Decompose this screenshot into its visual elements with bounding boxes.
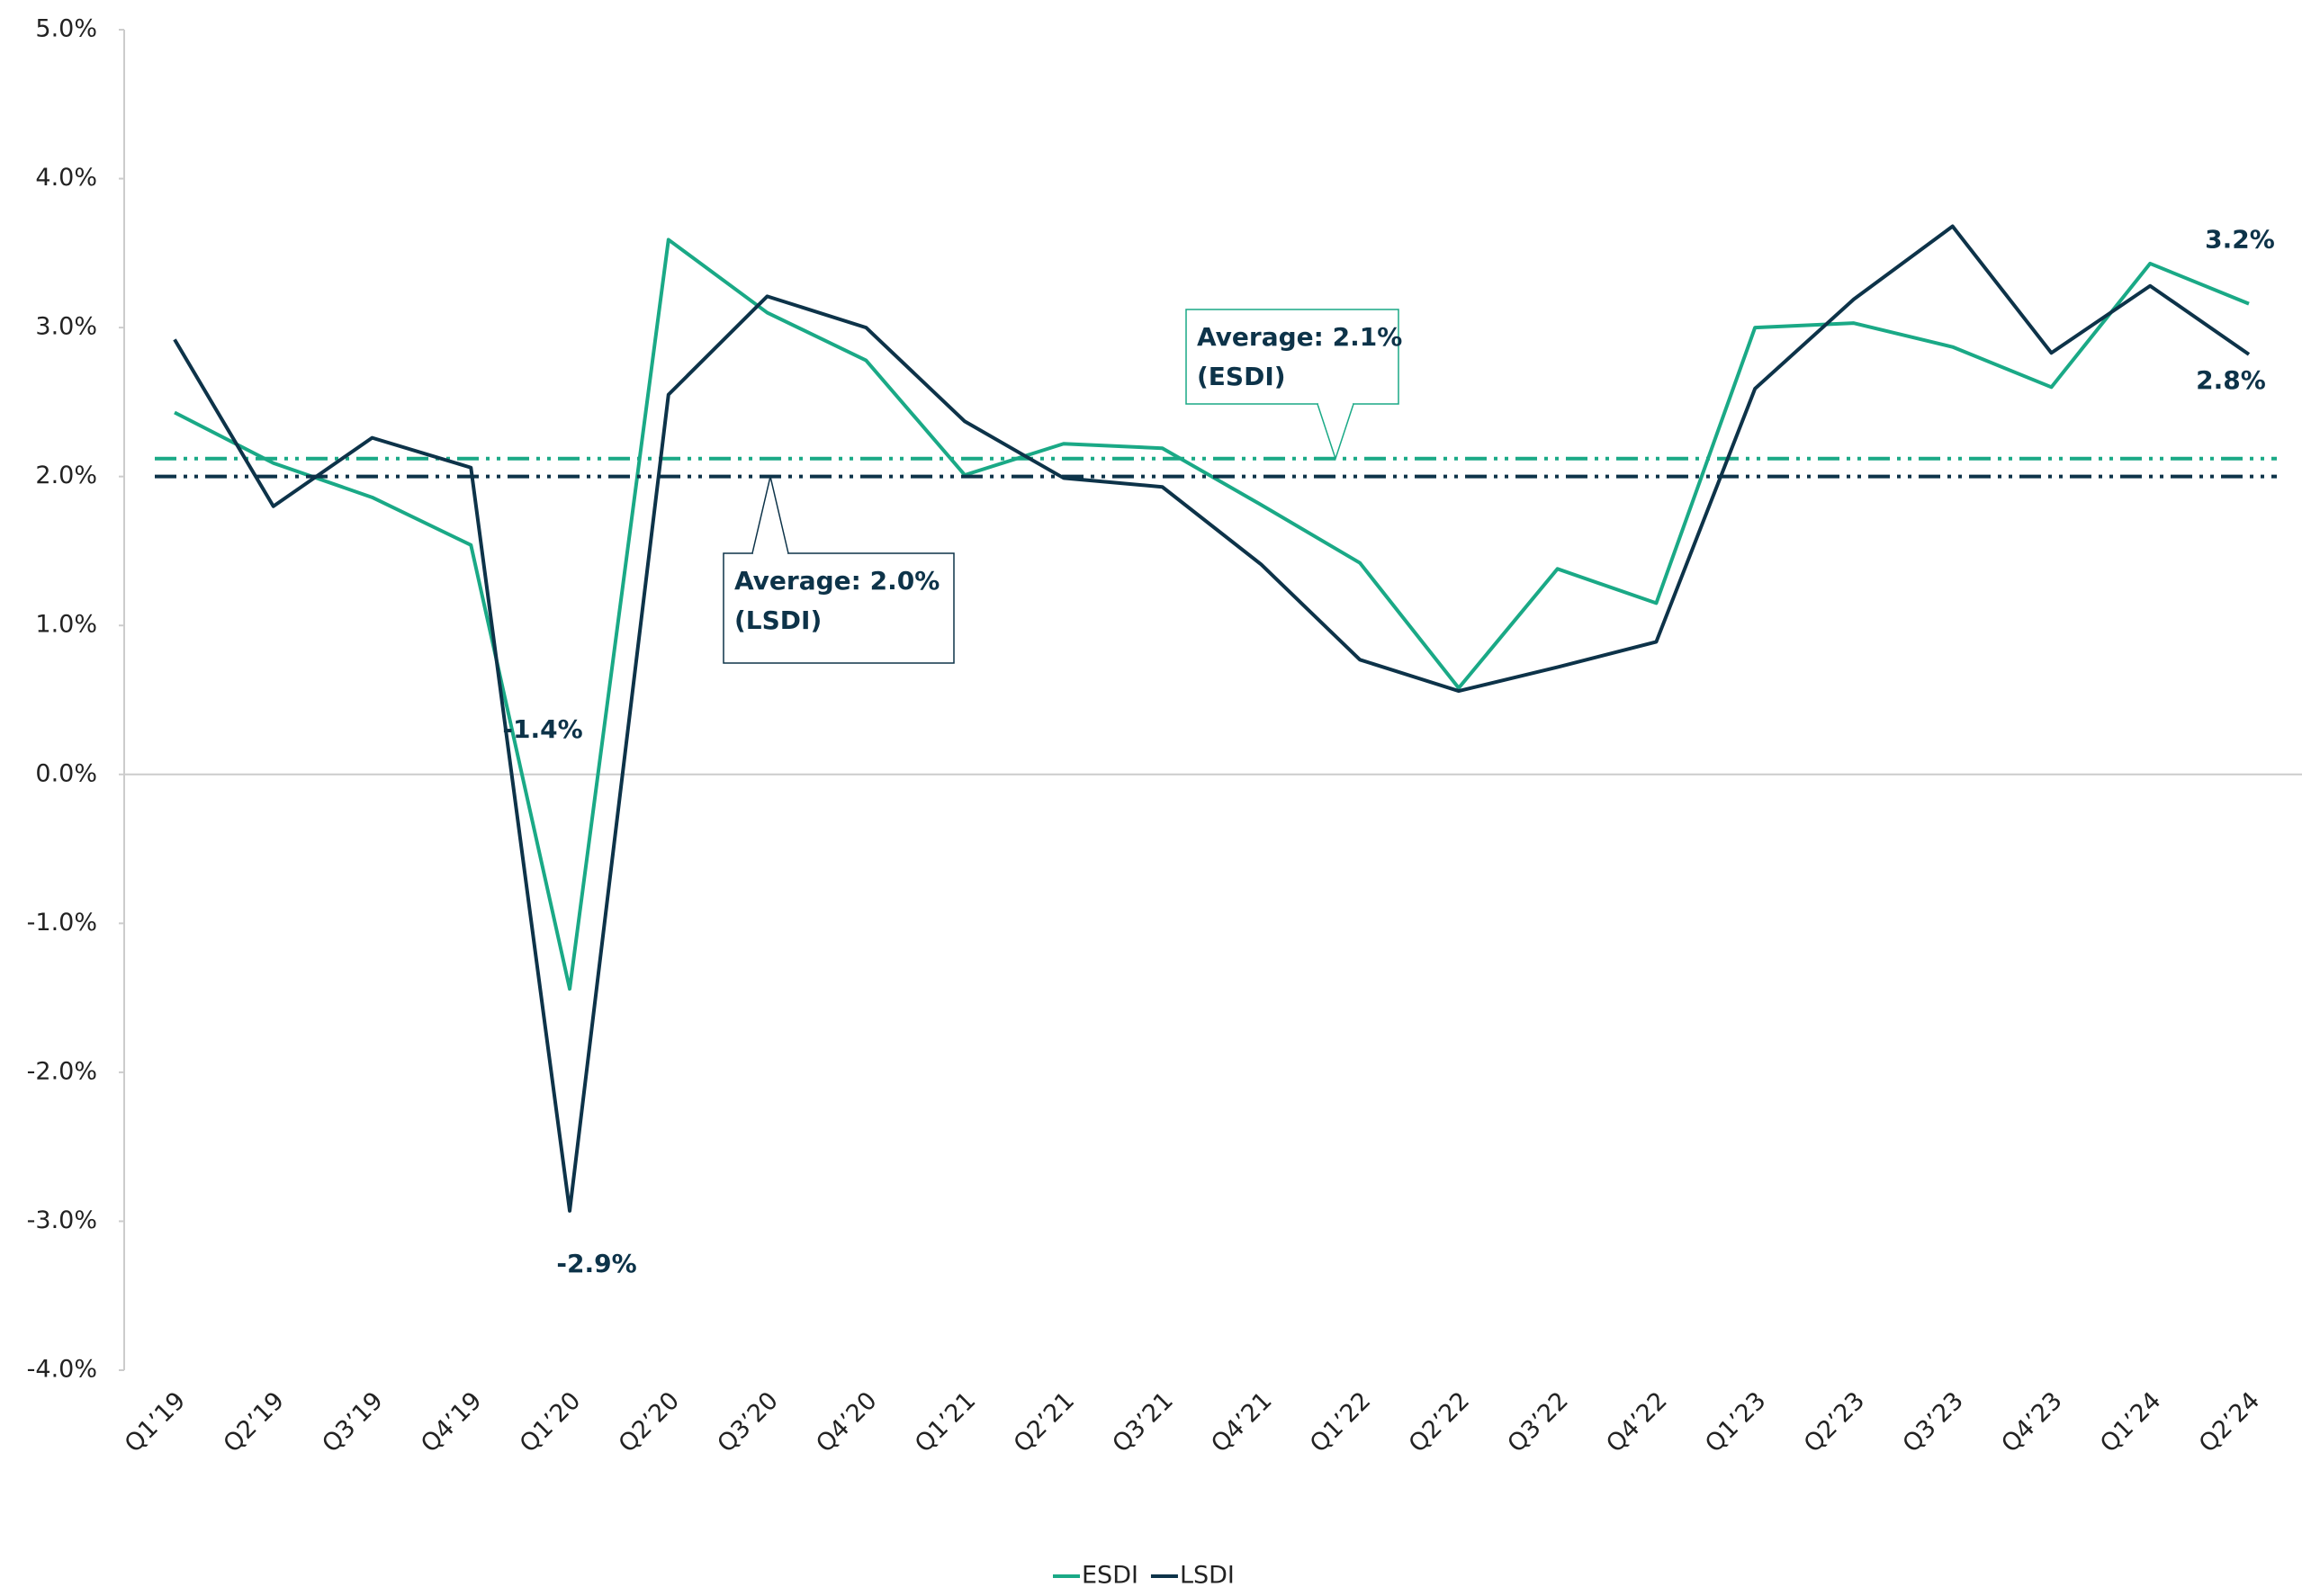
x-tick-label: Q3’19 — [317, 1386, 388, 1457]
callout-text: Average: 2.1% — [1197, 322, 1402, 352]
y-tick-label: 4.0% — [35, 164, 97, 192]
y-tick-label: -3.0% — [27, 1206, 97, 1234]
x-tick-label: Q1’20 — [515, 1386, 586, 1457]
x-tick-label: Q2’24 — [2194, 1386, 2265, 1457]
x-tick-label: Q4’20 — [811, 1386, 882, 1457]
x-tick-label: Q2’21 — [1009, 1386, 1080, 1457]
x-tick-label: Q1’24 — [2095, 1386, 2166, 1457]
y-tick-label: -2.0% — [27, 1057, 97, 1085]
x-tick-label: Q4’19 — [416, 1386, 487, 1457]
y-tick-label: 5.0% — [35, 15, 97, 43]
x-tick-label: Q4’22 — [1601, 1386, 1672, 1457]
callout-text: (ESDI) — [1197, 362, 1286, 391]
y-tick-label: 2.0% — [35, 462, 97, 489]
series-line — [173, 224, 2251, 1213]
legend-label: LSDI — [1180, 1562, 1235, 1590]
y-tick-label: 1.0% — [35, 611, 97, 639]
y-tick-label: 0.0% — [35, 759, 97, 787]
callout-box — [723, 552, 955, 664]
callout-text: (LSDI) — [734, 605, 822, 635]
y-tick-label: -4.0% — [27, 1356, 97, 1384]
legend-label: ESDI — [1082, 1562, 1138, 1590]
x-tick-label: Q2’22 — [1404, 1386, 1475, 1457]
data-label: -1.4% — [502, 714, 582, 744]
x-tick-label: Q1’23 — [1700, 1386, 1771, 1457]
data-label: -2.9% — [556, 1249, 636, 1278]
callout: Average: 2.0% (LSDI) — [723, 476, 955, 664]
y-tick-label: -1.0% — [27, 909, 97, 937]
x-tick-label: Q4’21 — [1206, 1386, 1277, 1457]
x-tick-label: Q1’19 — [120, 1386, 191, 1457]
callout-pointer — [751, 476, 789, 554]
x-tick-label: Q1’22 — [1305, 1386, 1376, 1457]
callout-box — [1185, 309, 1399, 405]
series-line — [174, 238, 2250, 991]
x-tick-label: Q3’20 — [712, 1386, 783, 1457]
y-tick-label: 3.0% — [35, 313, 97, 341]
data-label: 3.2% — [2205, 225, 2275, 255]
callout: Average: 2.1% (ESDI) — [1185, 309, 1402, 462]
data-label: 2.8% — [2196, 365, 2266, 395]
x-tick-label: Q2’23 — [1799, 1386, 1870, 1457]
x-tick-label: Q3’22 — [1502, 1386, 1573, 1457]
x-tick-label: Q4’23 — [1996, 1386, 2067, 1457]
x-tick-label: Q1’21 — [910, 1386, 981, 1457]
x-tick-label: Q2’20 — [614, 1386, 685, 1457]
x-tick-label: Q3’21 — [1107, 1386, 1178, 1457]
callout-pointer — [1317, 403, 1354, 462]
x-tick-label: Q3’23 — [1898, 1386, 1969, 1457]
callout-text: Average: 2.0% — [734, 566, 940, 596]
x-tick-label: Q2’19 — [219, 1386, 290, 1457]
